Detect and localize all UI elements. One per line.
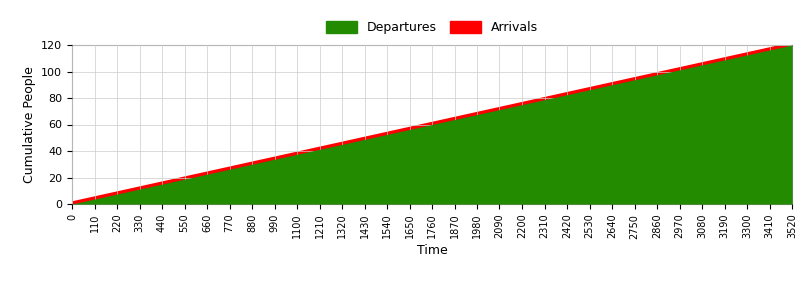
Y-axis label: Cumulative People: Cumulative People	[22, 66, 35, 183]
X-axis label: Time: Time	[417, 244, 447, 257]
Legend: Departures, Arrivals: Departures, Arrivals	[321, 16, 543, 39]
